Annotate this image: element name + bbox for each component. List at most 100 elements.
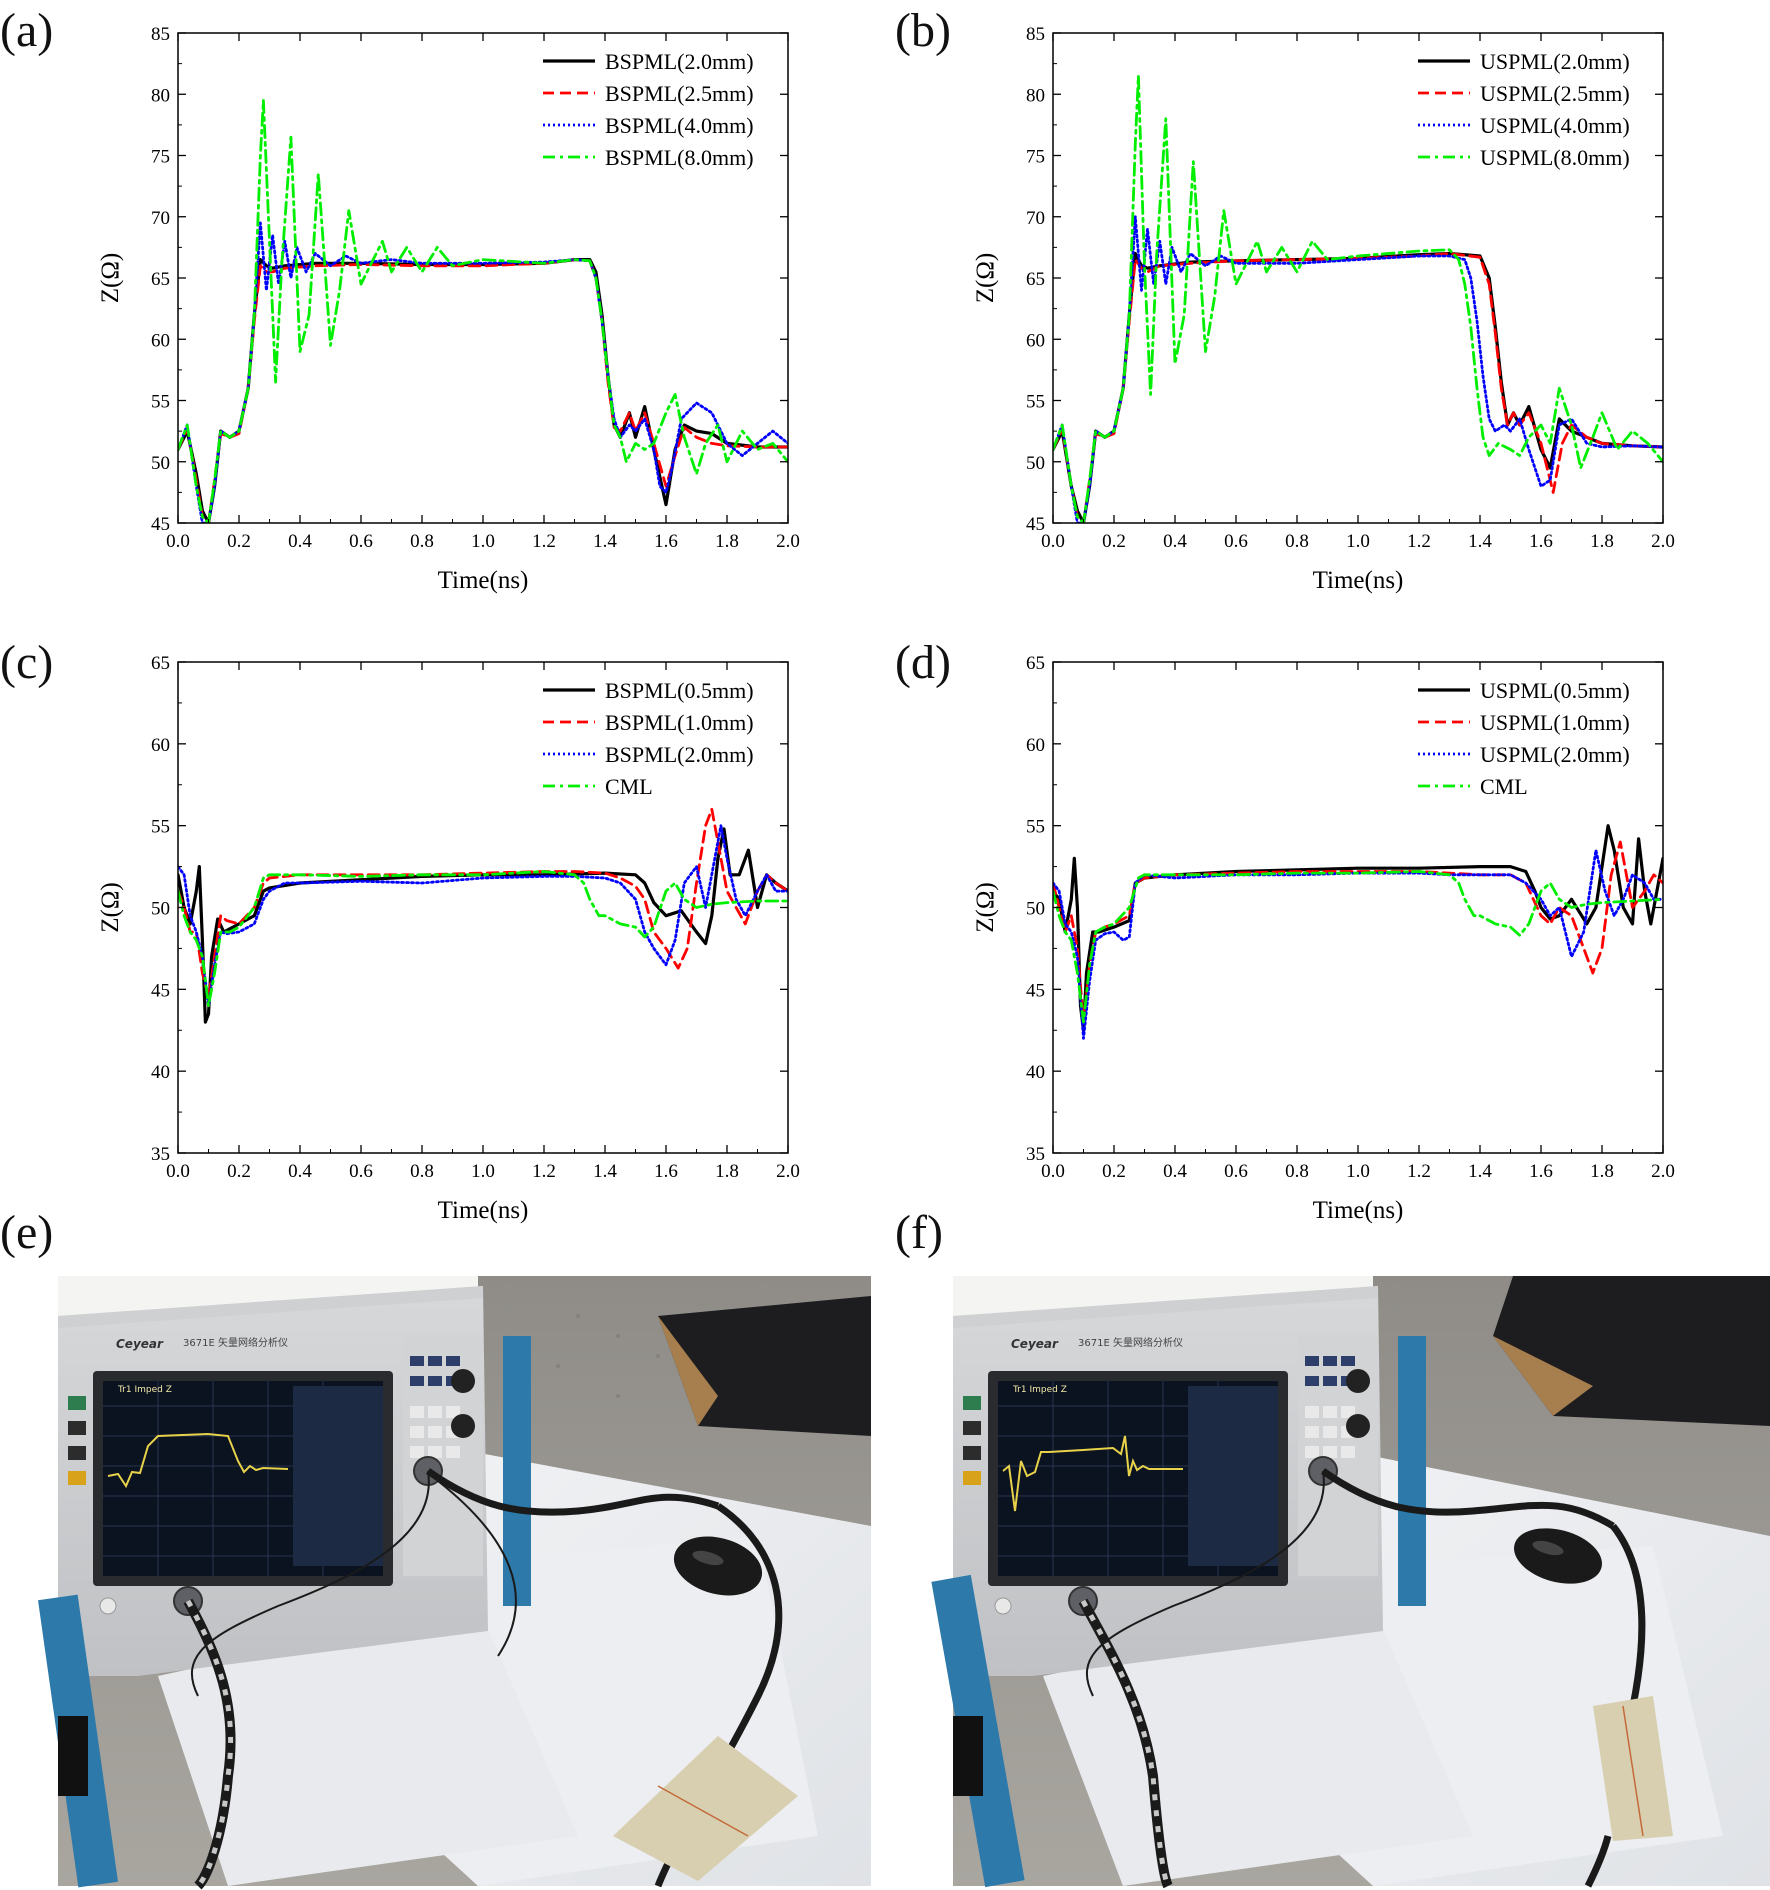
x-tick-label: 0.4	[288, 1161, 312, 1182]
legend-label: CML	[605, 774, 653, 799]
panel-label-f: (f)	[895, 1206, 943, 1259]
chart-a: 0.0 0.2 0.4 0.6 0.8 1.0 1.2 1.4 1.6 1.8 2.0 45 50 55 6…	[97, 24, 800, 594]
x-tick-label: 1.4	[593, 1161, 617, 1182]
x-tick-label: 0.4	[1163, 531, 1187, 552]
panel-label-e: (e)	[0, 1206, 53, 1259]
x-tick-label: 0.8	[1285, 531, 1309, 552]
y-tick-label: 45	[1026, 980, 1045, 1001]
x-tick-label: 0.4	[1163, 1161, 1187, 1182]
x-tick-label: 1.8	[715, 1161, 739, 1182]
y-tick-label: 55	[1026, 817, 1045, 838]
legend-label: BSPML(2.5mm)	[605, 81, 754, 106]
legend-label: USPML(0.5mm)	[1480, 678, 1630, 703]
y-tick-label: 65	[151, 269, 170, 290]
y-tick-label: 75	[1026, 147, 1045, 168]
x-tick-label: 0.6	[349, 1161, 373, 1182]
x-tick-label: 2.0	[1651, 531, 1675, 552]
y-tick-label: 45	[1026, 514, 1045, 535]
legend-label: BSPML(1.0mm)	[605, 710, 754, 735]
y-tick-label: 45	[151, 514, 170, 535]
x-tick-label: 1.8	[1590, 1161, 1614, 1182]
x-tick-label: 0.6	[349, 531, 373, 552]
x-tick-label: 0.8	[410, 531, 434, 552]
y-tick-label: 65	[151, 653, 170, 674]
x-tick-label: 0.8	[410, 1161, 434, 1182]
series-line	[178, 258, 788, 523]
svg-text:3671E 矢量网络分析仪: 3671E 矢量网络分析仪	[183, 1336, 288, 1349]
y-tick-label: 70	[151, 208, 170, 229]
legend-label: USPML(2.0mm)	[1480, 49, 1630, 74]
svg-text:Ceyear: Ceyear	[1011, 1337, 1059, 1351]
panel-label-b: (b)	[895, 4, 951, 57]
series-line	[1053, 824, 1663, 1032]
x-tick-label: 0.2	[227, 1161, 251, 1182]
x-tick-label: 1.2	[1407, 1161, 1431, 1182]
series-line	[178, 807, 788, 999]
series-line	[178, 827, 788, 1024]
x-tick-label: 0.2	[1102, 1161, 1126, 1182]
x-tick-label: 1.8	[1590, 531, 1614, 552]
x-tick-label: 0.6	[1224, 531, 1248, 552]
svg-text:Tr1 Imped Z: Tr1 Imped Z	[117, 1385, 172, 1395]
x-tick-label: 0.6	[1224, 1161, 1248, 1182]
panel-label-c: (c)	[0, 636, 53, 689]
y-tick-label: 60	[151, 735, 170, 756]
plot-area	[178, 99, 788, 523]
legend-label: USPML(2.0mm)	[1480, 742, 1630, 767]
x-axis-label: Time(ns)	[1313, 567, 1404, 594]
x-axis-label: Time(ns)	[1313, 1197, 1404, 1224]
x-tick-label: 1.2	[532, 531, 556, 552]
x-tick-label: 0.0	[166, 1161, 190, 1182]
y-tick-label: 35	[1026, 1144, 1045, 1165]
y-tick-label: 55	[151, 392, 170, 413]
x-tick-label: 1.6	[1529, 1161, 1553, 1182]
x-axis-label: Time(ns)	[438, 567, 529, 594]
x-tick-label: 0.4	[288, 531, 312, 552]
y-axis-label: Z(Ω)	[97, 882, 124, 933]
plot-frame	[177, 32, 789, 524]
y-tick-label: 50	[151, 453, 170, 474]
y-tick-label: 50	[1026, 899, 1045, 920]
legend-label: BSPML(2.0mm)	[605, 742, 754, 767]
series-line	[178, 824, 788, 1008]
x-tick-label: 1.2	[532, 1161, 556, 1182]
y-tick-label: 40	[1026, 1062, 1045, 1083]
svg-text:Tr1 Imped Z: Tr1 Imped Z	[1012, 1385, 1067, 1395]
chart-b: 0.0 0.2 0.4 0.6 0.8 1.0 1.2 1.4 1.6 1.8 2.0 45 50 55 6…	[972, 24, 1675, 594]
x-tick-label: 1.6	[1529, 531, 1553, 552]
y-tick-label: 85	[1026, 24, 1045, 45]
y-tick-label: 55	[151, 817, 170, 838]
x-tick-label: 0.0	[1041, 1161, 1065, 1182]
x-tick-label: 1.8	[715, 531, 739, 552]
x-tick-label: 1.0	[471, 1161, 495, 1182]
y-tick-label: 80	[1026, 85, 1045, 106]
svg-text:3671E 矢量网络分析仪: 3671E 矢量网络分析仪	[1078, 1336, 1183, 1349]
y-tick-label: 45	[151, 980, 170, 1001]
y-tick-label: 85	[151, 24, 170, 45]
x-tick-label: 1.0	[1346, 1161, 1370, 1182]
legend-label: BSPML(4.0mm)	[605, 113, 754, 138]
x-tick-label: 0.8	[1285, 1161, 1309, 1182]
panel-label-a: (a)	[0, 4, 53, 57]
x-tick-label: 0.0	[166, 531, 190, 552]
series-line	[1053, 870, 1663, 1024]
x-tick-label: 1.0	[1346, 531, 1370, 552]
series-line	[1053, 848, 1663, 1040]
y-axis-label: Z(Ω)	[972, 882, 999, 933]
legend-label: BSPML(0.5mm)	[605, 678, 754, 703]
chart-d: 0.0 0.2 0.4 0.6 0.8 1.0 1.2 1.4 1.6 1.8 2.0 35 40 45 5…	[972, 653, 1675, 1224]
x-tick-label: 1.4	[1468, 531, 1492, 552]
measurement-photo-f: Ceyear 3671E 矢量网络分析仪 Tr1 Imped Z	[931, 1276, 1770, 1889]
x-tick-label: 1.6	[654, 1161, 678, 1182]
legend-label: USPML(8.0mm)	[1480, 145, 1630, 170]
y-tick-label: 55	[1026, 392, 1045, 413]
y-tick-label: 75	[151, 147, 170, 168]
y-tick-label: 35	[151, 1144, 170, 1165]
x-tick-label: 1.4	[1468, 1161, 1492, 1182]
plot-area	[1053, 824, 1663, 1040]
y-tick-label: 50	[1026, 453, 1045, 474]
x-tick-label: 0.2	[227, 531, 251, 552]
legend-label: BSPML(8.0mm)	[605, 145, 754, 170]
x-tick-label: 1.6	[654, 531, 678, 552]
